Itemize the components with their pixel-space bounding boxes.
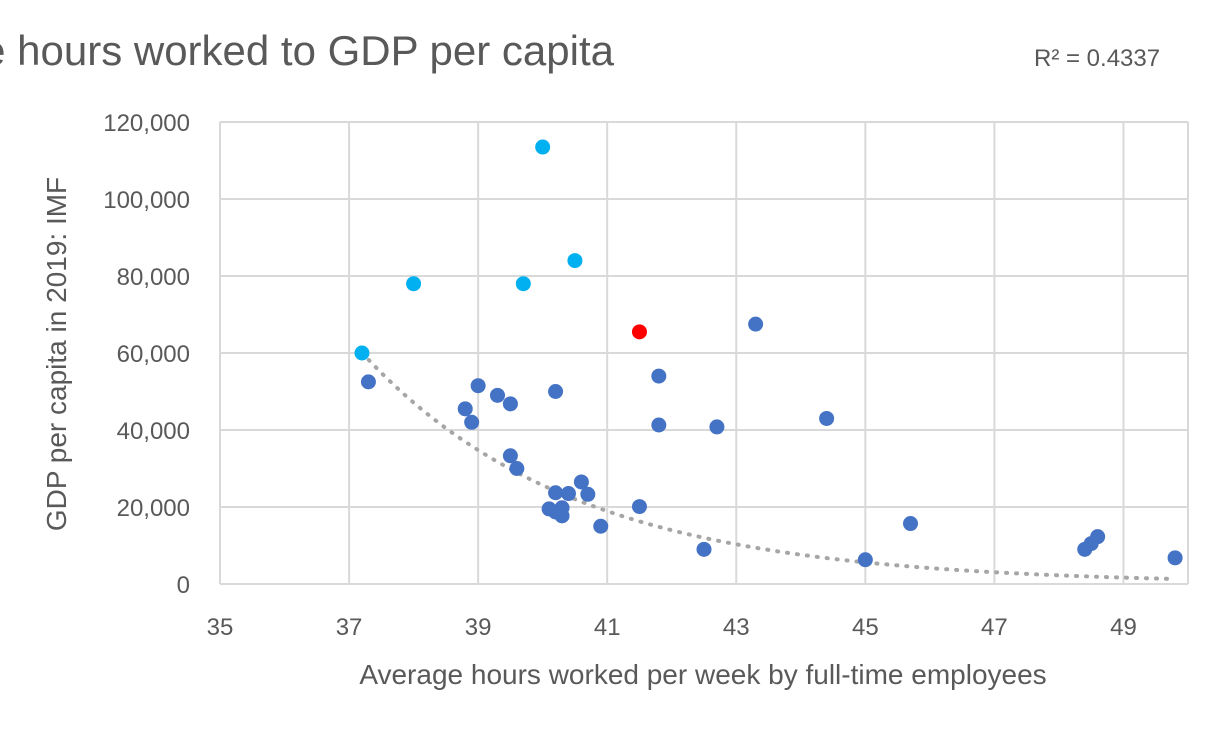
- data-point: [903, 516, 919, 532]
- x-tick-label: 43: [723, 614, 750, 641]
- data-point: [502, 396, 518, 412]
- x-tick-label: 35: [207, 614, 234, 641]
- data-point: [360, 374, 376, 390]
- chart-title: Average hours worked to GDP per capita: [0, 27, 615, 74]
- data-point: [631, 324, 647, 340]
- data-point: [509, 461, 525, 476]
- y-tick-label: 120,000: [103, 110, 190, 137]
- data-point: [1167, 550, 1183, 566]
- y-tick-label: 100,000: [103, 187, 190, 214]
- chart-title-group: Average hours worked to GDP per capita R…: [0, 27, 1160, 74]
- data-point: [535, 139, 551, 155]
- x-tick-label: 37: [336, 614, 363, 641]
- data-point: [406, 276, 422, 292]
- y-tick-label: 40,000: [117, 418, 190, 445]
- data-point: [457, 401, 473, 417]
- data-point: [651, 417, 667, 433]
- y-tick-label: 20,000: [117, 495, 190, 522]
- data-point: [573, 474, 589, 490]
- trendline-group: [359, 350, 1178, 581]
- data-point: [548, 384, 564, 399]
- data-point: [548, 485, 564, 501]
- y-tick-label: 0: [177, 572, 190, 599]
- y-axis-tick-labels: 0 20,000 40,000 60,000 80,000 100,000 120,000: [103, 110, 190, 599]
- data-point: [470, 378, 486, 394]
- data-point: [354, 345, 370, 361]
- x-tick-label: 49: [1110, 614, 1137, 641]
- data-point: [709, 419, 725, 435]
- x-tick-label: 47: [981, 614, 1008, 641]
- y-tick-label: 60,000: [117, 341, 190, 368]
- x-axis-tick-labels: 35 37 39 41 43 45 47 49: [207, 614, 1137, 641]
- data-point: [560, 486, 576, 502]
- data-point: [819, 410, 835, 426]
- data-point: [580, 486, 596, 502]
- trendline: [359, 350, 1178, 581]
- x-tick-label: 41: [594, 614, 621, 641]
- x-axis-label: Average hours worked per week by full-ti…: [359, 659, 1046, 690]
- data-point: [489, 387, 505, 403]
- data-point: [857, 552, 873, 568]
- horizontal-gridlines: [220, 121, 1188, 585]
- y-tick-label: 80,000: [117, 264, 190, 291]
- x-tick-label: 45: [852, 614, 879, 641]
- x-tick-label: 39: [465, 614, 492, 641]
- data-point: [554, 508, 570, 524]
- data-point: [651, 368, 667, 384]
- data-point: [515, 276, 531, 292]
- data-point: [464, 414, 480, 430]
- r-squared-label: R² = 0.4337: [1034, 45, 1160, 72]
- data-points: [354, 139, 1183, 568]
- data-point: [593, 518, 609, 534]
- data-point: [748, 316, 764, 332]
- data-point: [502, 448, 518, 464]
- data-point: [567, 253, 583, 269]
- data-point: [631, 499, 647, 515]
- y-axis-label: GDP per capita in 2019: IMF: [41, 177, 72, 531]
- data-point: [696, 541, 712, 557]
- data-point: [1090, 529, 1106, 545]
